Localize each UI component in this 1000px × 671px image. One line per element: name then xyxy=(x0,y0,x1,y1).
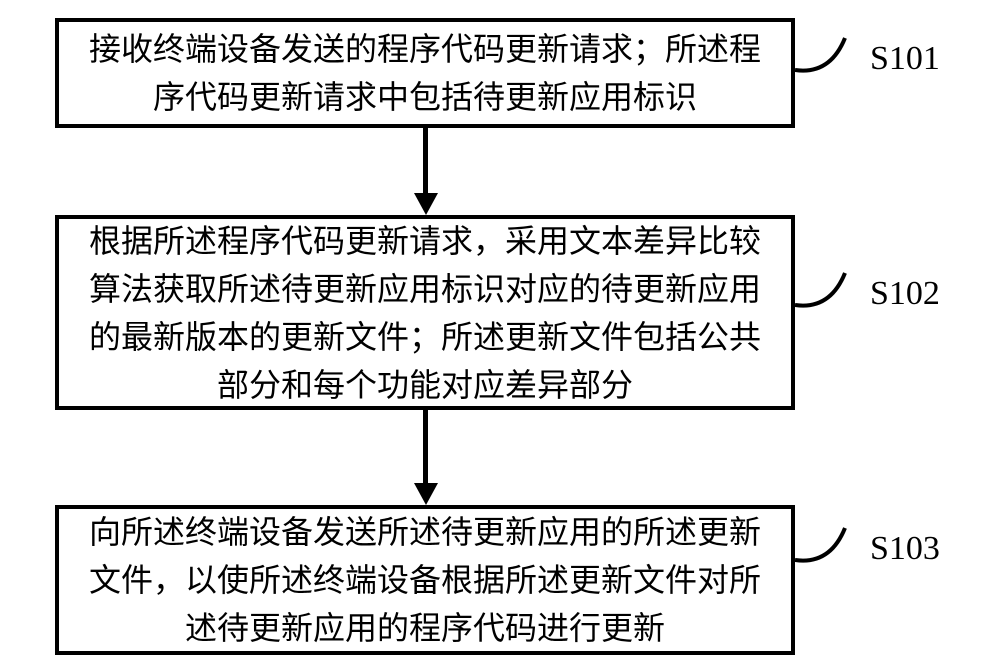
arrow-head-icon xyxy=(414,483,438,505)
flow-step-s103: 向所述终端设备发送所述待更新应用的所述更新文件，以使所述终端设备根据所述更新文件… xyxy=(55,505,795,655)
flow-step-text: 根据所述程序代码更新请求，采用文本差异比较算法获取所述待更新应用标识对应的待更新… xyxy=(79,217,771,409)
flow-step-text: 向所述终端设备发送所述待更新应用的所述更新文件，以使所述终端设备根据所述更新文件… xyxy=(79,508,771,652)
flow-step-s101: 接收终端设备发送的程序代码更新请求；所述程序代码更新请求中包括待更新应用标识 xyxy=(55,18,795,128)
arrow-head-icon xyxy=(414,193,438,215)
flow-step-s102: 根据所述程序代码更新请求，采用文本差异比较算法获取所述待更新应用标识对应的待更新… xyxy=(55,215,795,410)
arrow-line xyxy=(423,128,428,193)
step-label-s101: S101 xyxy=(870,40,940,78)
label-connector-s103 xyxy=(795,520,865,580)
step-label-s102: S102 xyxy=(870,275,940,313)
label-connector-s102 xyxy=(795,265,865,325)
label-connector-s101 xyxy=(795,30,865,90)
flow-step-text: 接收终端设备发送的程序代码更新请求；所述程序代码更新请求中包括待更新应用标识 xyxy=(79,25,771,121)
arrow-line xyxy=(423,410,428,483)
step-label-s103: S103 xyxy=(870,530,940,568)
flowchart-canvas: 接收终端设备发送的程序代码更新请求；所述程序代码更新请求中包括待更新应用标识 S… xyxy=(0,0,1000,671)
